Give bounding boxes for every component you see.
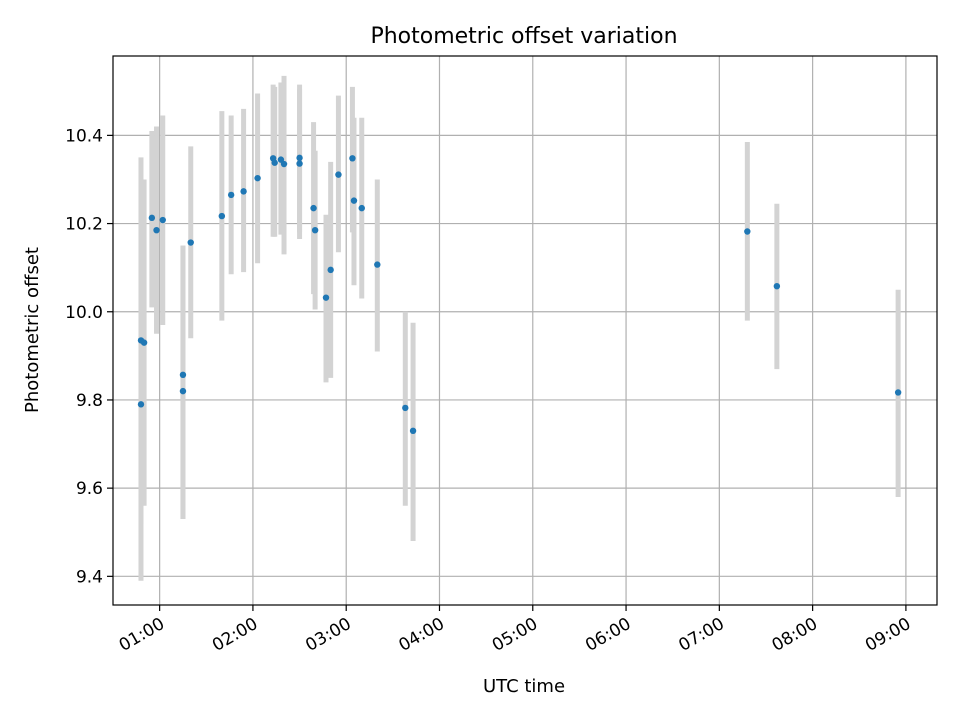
data-point [140,339,148,346]
y-tick-label: 10.2 [65,215,103,235]
data-point [280,160,288,168]
data-point [179,371,187,379]
data-point [358,204,365,212]
data-point [296,160,303,167]
data-point [218,212,226,220]
data-point [310,204,317,212]
x-tick-label: 05:00 [489,614,541,656]
x-tick-label: 02:00 [209,614,261,656]
data-point [254,174,261,182]
y-tick-label: 10.4 [65,126,103,146]
data-point [894,389,902,396]
data-point [322,294,330,301]
y-tick-label: 10.0 [65,303,103,323]
x-axis: 01:00 02:00 03:00 04:00 05:00 06:00 07:00 08:00… [116,605,914,656]
x-tick-label: 06:00 [582,614,634,656]
chart-title: Photometric offset variation [370,24,677,49]
data-point [327,266,334,274]
grid [113,56,937,605]
data-point [402,404,409,412]
data-point [271,159,278,166]
data-point [137,401,145,408]
error-bars [138,75,901,581]
x-tick-label: 09:00 [862,614,914,656]
data-point [349,155,356,162]
y-axis: 9.4 9.6 9.8 10.0 10.2 10.4 [65,126,113,587]
x-tick-label: 01:00 [116,614,168,656]
data-point [227,191,235,199]
y-tick-label: 9.4 [76,567,103,587]
data-point [187,239,194,246]
x-tick-label: 08:00 [769,614,821,656]
x-tick-label: 03:00 [302,614,354,656]
data-point [179,387,187,395]
data-point [773,282,781,290]
data-point [159,216,166,224]
y-axis-label: Photometric offset [22,247,43,413]
data-points [137,154,902,435]
data-point [350,197,358,204]
plot-frame [112,55,938,606]
data-point [311,226,319,234]
x-axis-label: UTC time [483,676,565,697]
data-point [374,261,381,268]
y-tick-label: 9.6 [76,479,103,499]
data-point [744,228,751,235]
x-tick-label: 04:00 [396,614,448,656]
y-tick-label: 9.8 [76,391,103,411]
data-point [335,171,342,178]
data-point [409,427,417,435]
x-tick-label: 07:00 [675,614,727,656]
data-point [153,226,160,234]
data-point [148,214,156,222]
data-point [240,188,247,195]
data-point [296,154,303,162]
